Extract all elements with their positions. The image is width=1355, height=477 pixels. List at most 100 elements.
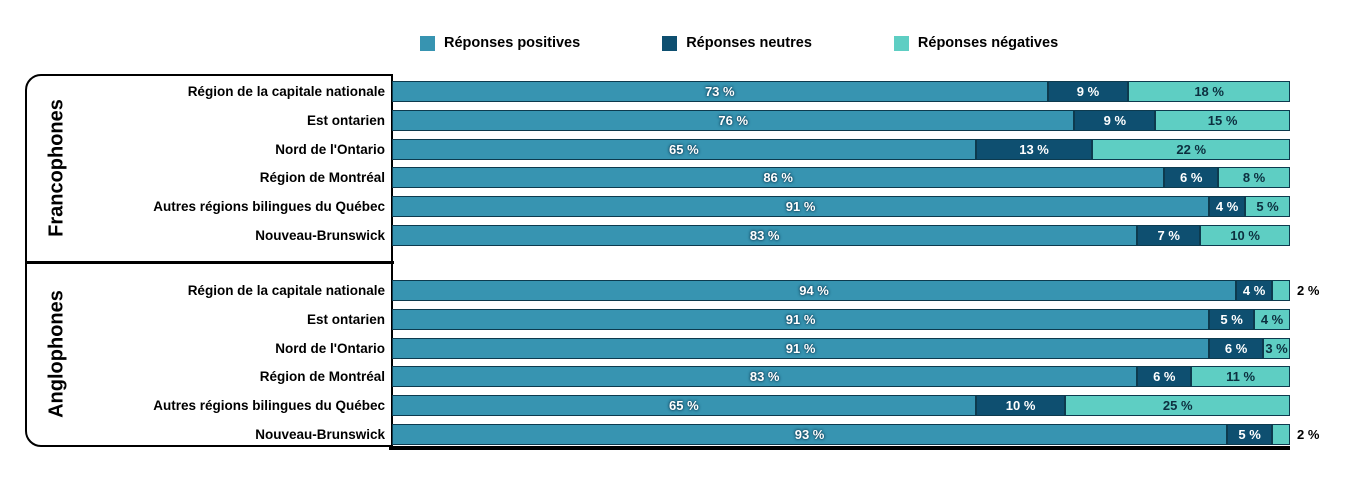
segment-value-label: 91 % <box>785 341 816 356</box>
bar-segment-pos: 76 % <box>392 110 1075 131</box>
bar-segment-neu: 4 % <box>1209 196 1246 217</box>
bar-segment-pos: 86 % <box>392 167 1165 188</box>
segment-value-label: 10 % <box>1005 398 1036 413</box>
legend-label-neutres: Réponses neutres <box>686 35 812 51</box>
legend-label-negatives: Réponses négatives <box>917 35 1059 51</box>
stacked-bar: 65 % 13 % 22 % <box>392 139 1290 160</box>
bar-segment-neg: 8 % <box>1218 167 1290 188</box>
bar-segment-neg: 11 % <box>1191 366 1290 387</box>
table-row: Nouveau-Brunswick 2 % 93 % 5 % <box>0 424 1355 445</box>
segment-value-label: 15 % <box>1207 113 1238 128</box>
table-row: Autres régions bilingues du Québec 91 % 4 … <box>0 196 1355 217</box>
category-label: Région de Montréal <box>259 170 385 185</box>
bar-segment-neg <box>1272 280 1290 301</box>
segment-value-label: 13 % <box>1019 142 1049 157</box>
segment-value-label: 9 % <box>1076 84 1100 99</box>
segment-value-label: 91 % <box>785 312 816 327</box>
segment-value-label: 22 % <box>1176 142 1207 157</box>
table-row: Nord de l'Ontario 65 % 13 % 22 % <box>0 139 1355 160</box>
segment-value-label: 11 % <box>1226 369 1256 384</box>
stacked-bar: 91 % 4 % 5 % <box>392 196 1290 217</box>
category-label: Est ontarien <box>306 312 385 327</box>
bar-segment-pos: 65 % <box>392 395 976 416</box>
bar-segment-pos: 91 % <box>392 309 1210 330</box>
segment-value-label: 93 % <box>794 427 825 442</box>
group-label-box <box>25 74 393 447</box>
segment-value-label: 91 % <box>785 199 816 214</box>
bar-segment-pos: 73 % <box>392 81 1048 102</box>
segment-value-label: 4 % <box>1242 283 1266 298</box>
legend-item-positives: Réponses positives <box>420 35 580 51</box>
stacked-bar: 73 % 9 % 18 % <box>392 81 1290 102</box>
bar-segment-neu: 4 % <box>1236 280 1273 301</box>
segment-value-label: 73 % <box>704 84 735 99</box>
legend-label-positives: Réponses positives <box>444 35 581 51</box>
table-row: Région de Montréal 83 % 6 % 11 % <box>0 366 1355 387</box>
stacked-bar: 83 % 6 % 11 % <box>392 366 1290 387</box>
stacked-bar: 86 % 6 % 8 % <box>392 167 1290 188</box>
segment-value-label: 3 % <box>1265 341 1288 356</box>
bar-segment-neg: 25 % <box>1065 395 1290 416</box>
bar-segment-neg: 22 % <box>1092 139 1290 160</box>
stacked-bar: 91 % 6 % 3 % <box>392 338 1290 359</box>
stacked-bar: 76 % 9 % 15 % <box>392 110 1290 131</box>
stacked-bar: 65 % 10 % 25 % <box>392 395 1290 416</box>
segment-value-label: 83 % <box>749 228 780 243</box>
category-label: Nord de l'Ontario <box>275 341 385 356</box>
category-label: Nord de l'Ontario <box>275 142 385 157</box>
segment-value-label: 18 % <box>1194 84 1224 99</box>
bar-segment-neg: 3 % <box>1263 338 1290 359</box>
segment-value-label: 4 % <box>1215 199 1239 214</box>
legend-item-neutres: Réponses neutres <box>662 35 812 51</box>
table-row: Région de Montréal 86 % 6 % 8 % <box>0 167 1355 188</box>
segment-value-label: 6 % <box>1153 369 1176 384</box>
legend: Réponses positives Réponses neutres Répo… <box>420 35 1058 51</box>
segment-value-label: 10 % <box>1230 228 1260 243</box>
table-row: Est ontarien 76 % 9 % 15 % <box>0 110 1355 131</box>
bar-segment-pos: 83 % <box>392 225 1138 246</box>
x-axis-line <box>389 446 1290 450</box>
segment-value-label: 5 % <box>1220 312 1243 327</box>
category-label: Nouveau-Brunswick <box>255 427 385 442</box>
legend-swatch-positives-icon <box>420 35 435 51</box>
segment-value-label: 65 % <box>669 142 699 157</box>
table-row: Nouveau-Brunswick 83 % 7 % 10 % <box>0 225 1355 246</box>
category-label: Autres régions bilingues du Québec <box>153 199 385 214</box>
bar-segment-neg: 5 % <box>1245 196 1290 217</box>
stacked-bar: 91 % 5 % 4 % <box>392 309 1290 330</box>
bar-segment-neu: 13 % <box>975 139 1093 160</box>
table-row: Région de la capitale nationale 2 % 94 % 4 … <box>0 280 1355 301</box>
table-row: Autres régions bilingues du Québec 65 % 10… <box>0 395 1355 416</box>
table-row: Nord de l'Ontario 91 % 6 % 3 % <box>0 338 1355 359</box>
bar-segment-neg: 10 % <box>1200 225 1290 246</box>
stacked-bar: 94 % 4 % <box>392 280 1290 301</box>
segment-value-label: 9 % <box>1103 113 1127 128</box>
bar-segment-pos: 83 % <box>392 366 1138 387</box>
bar-segment-pos: 65 % <box>392 139 976 160</box>
bar-segment-neg <box>1272 424 1290 445</box>
category-label: Région de Montréal <box>259 369 385 384</box>
bar-segment-pos: 91 % <box>392 338 1210 359</box>
bar-segment-pos: 91 % <box>392 196 1210 217</box>
stacked-bar: 93 % 5 % <box>392 424 1290 445</box>
bar-segment-neg: 15 % <box>1155 110 1290 131</box>
category-label: Région de la capitale nationale <box>187 84 385 99</box>
segment-value-label-outside: 2 % <box>1297 283 1320 298</box>
table-row: Région de la capitale nationale 73 % 9 % 18… <box>0 81 1355 102</box>
segment-value-label: 6 % <box>1224 341 1248 356</box>
group-divider-line <box>25 261 394 264</box>
bar-segment-neu: 10 % <box>975 395 1066 416</box>
segment-value-label: 5 % <box>1256 199 1279 214</box>
segment-value-label: 86 % <box>763 170 793 185</box>
bar-segment-neu: 5 % <box>1227 424 1273 445</box>
segment-value-label-outside: 2 % <box>1297 427 1320 442</box>
bar-segment-pos: 94 % <box>392 280 1237 301</box>
bar-segment-pos: 93 % <box>392 424 1228 445</box>
segment-value-label: 83 % <box>749 369 780 384</box>
segment-value-label: 6 % <box>1180 170 1203 185</box>
category-label: Est ontarien <box>306 113 385 128</box>
bar-segment-neg: 4 % <box>1254 309 1290 330</box>
bar-segment-neu: 6 % <box>1164 167 1219 188</box>
segment-value-label: 76 % <box>718 113 749 128</box>
